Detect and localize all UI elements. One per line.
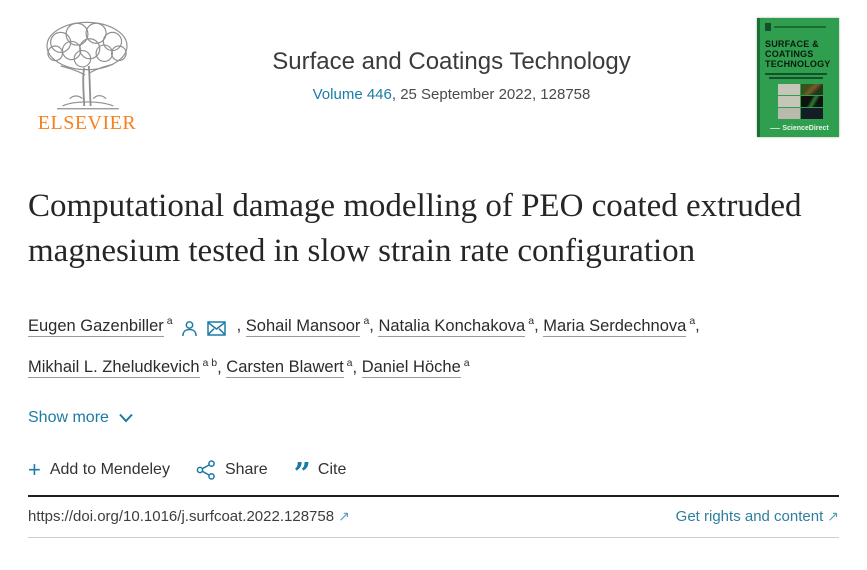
author-link[interactable]: Natalia Konchakova a: [378, 315, 535, 337]
share-label: Share: [224, 461, 268, 478]
cover-mini-logo: [765, 22, 771, 31]
journal-title-link[interactable]: Surface and Coatings Technology: [272, 48, 631, 75]
doi-text: https://doi.org/10.1016/j.surfcoat.2022.…: [28, 508, 335, 525]
doi-link[interactable]: https://doi.org/10.1016/j.surfcoat.2022.…: [28, 508, 350, 525]
elsevier-wordmark: ELSEVIER: [37, 112, 137, 134]
author-icons: [181, 311, 235, 346]
external-link-icon: ↗: [827, 508, 839, 524]
cover-top-decoration: [765, 22, 834, 31]
author-link[interactable]: Eugen Gazenbiller a: [28, 315, 173, 337]
footer-row: https://doi.org/10.1016/j.surfcoat.2022.…: [28, 497, 839, 537]
cover-journal-title: SURFACE & COATINGS TECHNOLOGY: [765, 39, 831, 69]
author-name: Daniel Höche: [361, 358, 461, 378]
action-toolbar: + Add to Mendeley Share ” Cite: [28, 457, 839, 492]
author-affiliation-sup: a b: [202, 356, 218, 369]
author-affiliation-sup: a: [346, 356, 353, 369]
author-affiliation-sup: a: [528, 315, 535, 327]
journal-cover-thumbnail[interactable]: SURFACE & COATINGS TECHNOLOGY ScienceDir…: [757, 18, 839, 137]
author-link[interactable]: Carsten Blawert a: [226, 356, 353, 378]
article-title: Computational damage modelling of PEO co…: [28, 188, 802, 269]
get-rights-label: Get rights and content: [675, 508, 824, 525]
author-name: Sohail Mansoor: [245, 316, 361, 337]
person-icon: [181, 320, 197, 336]
cite-label: Cite: [317, 461, 347, 478]
author-separator: ,: [695, 316, 700, 335]
author-name: Eugen Gazenbiller: [28, 316, 164, 337]
author-link[interactable]: Mikhail L. Zheludkevich a b: [28, 356, 218, 378]
show-more-button[interactable]: Show more: [28, 409, 134, 427]
external-link-icon: ↗: [338, 508, 350, 524]
author-separator: ,: [534, 316, 544, 335]
get-rights-link[interactable]: Get rights and content ↗: [676, 508, 839, 525]
author-affiliation-sup: a: [689, 315, 696, 327]
issue-date-text: , 25 September 2022, 128758: [391, 86, 591, 103]
author-affiliation-sup: a: [363, 315, 370, 327]
author-separator: ,: [236, 316, 246, 335]
light-divider: [28, 537, 839, 538]
share-icon: [196, 460, 215, 480]
author-link[interactable]: Maria Serdechnova a: [543, 315, 696, 337]
cover-sciencedirect-label: ScienceDirect: [760, 125, 839, 132]
elsevier-tree-icon: [46, 21, 128, 110]
author-name: Maria Serdechnova: [543, 316, 687, 337]
volume-line: Volume 446, 25 September 2022, 128758: [146, 86, 757, 103]
share-button[interactable]: Share: [196, 460, 268, 480]
cover-editor-lines: [765, 73, 834, 79]
author-name: Natalia Konchakova: [378, 316, 526, 337]
volume-link[interactable]: Volume 446: [312, 86, 392, 103]
author-separator: ,: [217, 358, 227, 376]
journal-info: Surface and Coatings Technology Volume 4…: [146, 18, 757, 103]
cite-button[interactable]: ” Cite: [293, 457, 347, 492]
author-affiliation-sup: a: [166, 315, 173, 327]
journal-banner: ELSEVIER Surface and Coatings Technology…: [28, 0, 839, 140]
author-name: Mikhail L. Zheludkevich: [28, 358, 200, 378]
author-separator: ,: [352, 358, 362, 376]
author-affiliation-sup: a: [463, 356, 470, 369]
author-line: Mikhail L. Zheludkevich a b, Carsten Blaw…: [28, 346, 839, 386]
envelope-icon[interactable]: [206, 320, 226, 336]
chevron-down-icon: [119, 413, 133, 423]
author-line: Eugen Gazenbiller a, Sohail Mansoor a, Nat…: [28, 304, 839, 346]
add-to-mendeley-label: Add to Mendeley: [49, 461, 170, 478]
author-link[interactable]: Daniel Höche a: [361, 356, 470, 378]
plus-icon: +: [28, 457, 41, 482]
author-separator: ,: [369, 316, 379, 335]
elsevier-logo[interactable]: ELSEVIER: [28, 18, 146, 135]
add-to-mendeley-button[interactable]: + Add to Mendeley: [28, 457, 170, 482]
show-more-label: Show more: [28, 409, 109, 426]
author-list: Eugen Gazenbiller a, Sohail Mansoor a, Nat…: [28, 304, 839, 385]
author-link[interactable]: Sohail Mansoor a: [245, 315, 370, 337]
cover-top-bar: [774, 25, 826, 28]
cover-micrograph-grid: [777, 84, 823, 119]
author-name: Carsten Blawert: [226, 358, 344, 378]
dark-divider: [28, 495, 839, 497]
